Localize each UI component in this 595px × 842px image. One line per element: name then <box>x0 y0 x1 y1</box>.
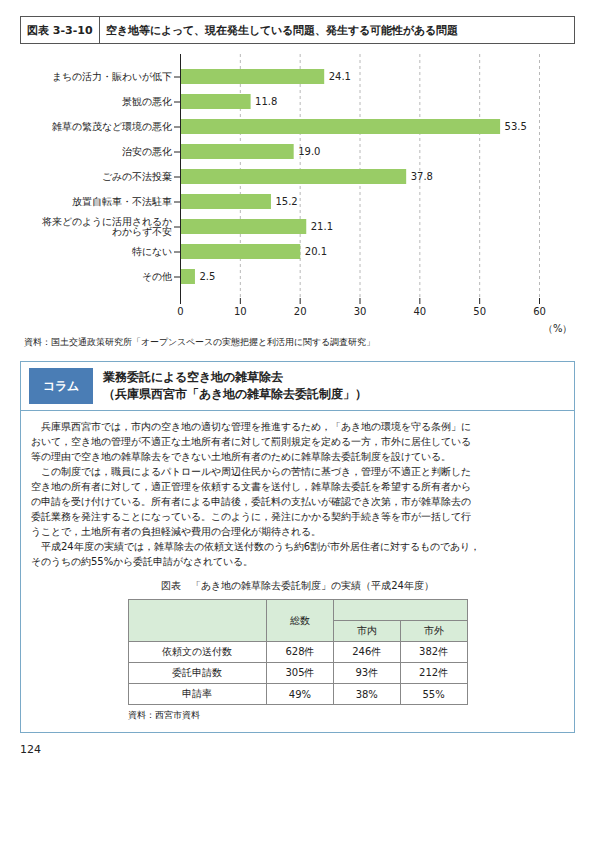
html-text:資料：国土交通政策研究所「オープンスペースの実態把握と利活用: 資料：国土交通政策研究所「オープンスペースの実態把握と利活用に関する調査研究」 <box>24 337 375 347</box>
svg-text:雑草の繁茂など環境の悪化: 雑草の繁茂など環境の悪化 <box>52 121 172 132</box>
html-text:兵庫県西宮市では，市内の空き地の適切な管理を推進するため，「: 兵庫県西宮市では，市内の空き地の適切な管理を推進するため，「あき地の環境を守る条… <box>31 421 471 432</box>
html-text:市内: 市内 <box>356 625 377 636</box>
html-text:の申請を受け付けている。所有者による申請後，委託料の支払いが: の申請を受け付けている。所有者による申請後，委託料の支払いが確認でき次第，市が雑… <box>31 496 471 507</box>
svg-text:60: 60 <box>533 306 546 317</box>
html-text:申請率: 申請率 <box>182 688 213 699</box>
html-text:49%: 49% <box>288 688 312 700</box>
html-text:委託申請数: 委託申請数 <box>172 667 223 678</box>
svg-text:19.0: 19.0 <box>298 146 320 157</box>
html-text:この制度では，職員によるパトロールや周辺住民からの苦情に基づ: この制度では，職員によるパトロールや周辺住民からの苦情に基づき，管理が不適正と判… <box>31 466 471 477</box>
svg-text:53.5: 53.5 <box>505 121 527 132</box>
svg-text:将来どのように活用されるかわからず不安: 将来どのように活用されるかわからず不安 <box>41 216 172 238</box>
svg-text:その他: その他 <box>142 271 172 282</box>
html-text:そのうちの約55%から委託申請がなされている。: そのうちの約55%から委託申請がなされている。 <box>31 556 254 567</box>
html-text:212件: 212件 <box>419 667 449 678</box>
html-text:図表 「あき地の雑草除去委託制度」の実績（平成24年度）: 図表 「あき地の雑草除去委託制度」の実績（平成24年度） <box>161 580 434 591</box>
svg-text:20: 20 <box>294 306 307 317</box>
html-text:依頼文の送付数: 依頼文の送付数 <box>162 646 233 657</box>
svg-text:20.1: 20.1 <box>305 246 327 257</box>
svg-text:0: 0 <box>177 306 183 317</box>
svg-text:2.5: 2.5 <box>199 271 215 282</box>
html-text:委託業務を発注することになっている。このように，発注にかかる: 委託業務を発注することになっている。このように，発注にかかる契約手続き等を市が一… <box>31 511 471 522</box>
html-text:124: 124 <box>20 743 41 756</box>
html-text:（兵庫県西宮市「あき地の雑草除去委託制度」）: （兵庫県西宮市「あき地の雑草除去委託制度」） <box>103 387 367 401</box>
svg-text:治安の悪化: 治安の悪化 <box>122 146 172 157</box>
svg-text:50: 50 <box>473 306 486 317</box>
svg-text:まちの活力・賑わいが低下: まちの活力・賑わいが低下 <box>52 71 172 82</box>
svg-text:景観の悪化: 景観の悪化 <box>122 96 172 107</box>
html-text:総数: 総数 <box>290 614 310 626</box>
svg-text:37.8: 37.8 <box>411 171 433 182</box>
html-text:図表 3-3-10: 図表 3-3-10 <box>27 23 93 37</box>
svg-text:放置自転車・不法駐車: 放置自転車・不法駐車 <box>72 196 172 207</box>
html-text:空き地の所有者に対して，適正管理を依頼する文書を送付し，雑草: 空き地の所有者に対して，適正管理を依頼する文書を送付し，雑草除去委託を希望する所… <box>31 481 471 492</box>
html-text:246件: 246件 <box>352 646 382 657</box>
html-text:55%: 55% <box>422 688 445 700</box>
svg-text:ごみの不法投棄: ごみの不法投棄 <box>102 171 172 182</box>
html-text:305件: 305件 <box>285 667 315 678</box>
svg-text:（%）: （%） <box>543 323 573 334</box>
svg-text:15.2: 15.2 <box>275 196 297 207</box>
html-text:資料：西宮市資料: 資料：西宮市資料 <box>127 710 200 720</box>
html-text:業務委託による空き地の雑草除去: 業務委託による空き地の雑草除去 <box>103 370 283 385</box>
html-text:93件: 93件 <box>355 667 379 678</box>
html-text:おいて，空き地の管理が不適正な土地所有者に対して罰則規定を定: おいて，空き地の管理が不適正な土地所有者に対して罰則規定を定める一方，市外に居住… <box>31 436 471 447</box>
svg-text:40: 40 <box>413 306 426 317</box>
html-text:平成24年度の実績では，雑草除去の依頼文送付数のうち約6割が: 平成24年度の実績では，雑草除去の依頼文送付数のうち約6割が市外居住者に対するも… <box>31 541 481 552</box>
html-text:628件: 628件 <box>285 646 315 657</box>
svg-text:30: 30 <box>354 306 367 317</box>
svg-text:特にない: 特にない <box>132 246 172 257</box>
svg-text:11.8: 11.8 <box>255 96 277 107</box>
html-text:382件: 382件 <box>419 646 449 657</box>
html-text:市外: 市外 <box>423 625 444 636</box>
html-text:空き地等によって、現在発生している問題、発生する可能性がある: 空き地等によって、現在発生している問題、発生する可能性がある問題 <box>105 23 458 37</box>
html-text:等の理由で空き地の雑草除去をできない土地所有者のために雑草除: 等の理由で空き地の雑草除去をできない土地所有者のために雑草除去委託制度を設けてい… <box>31 451 451 462</box>
html-text:うことで，土地所有者の負担軽減や費用の合理化が期待される。: うことで，土地所有者の負担軽減や費用の合理化が期待される。 <box>31 526 321 537</box>
svg-text:10: 10 <box>234 306 247 317</box>
svg-text:21.1: 21.1 <box>311 221 333 232</box>
svg-text:24.1: 24.1 <box>329 71 351 82</box>
html-text:38%: 38% <box>355 688 378 700</box>
html-text:コラム: コラム <box>43 378 79 393</box>
